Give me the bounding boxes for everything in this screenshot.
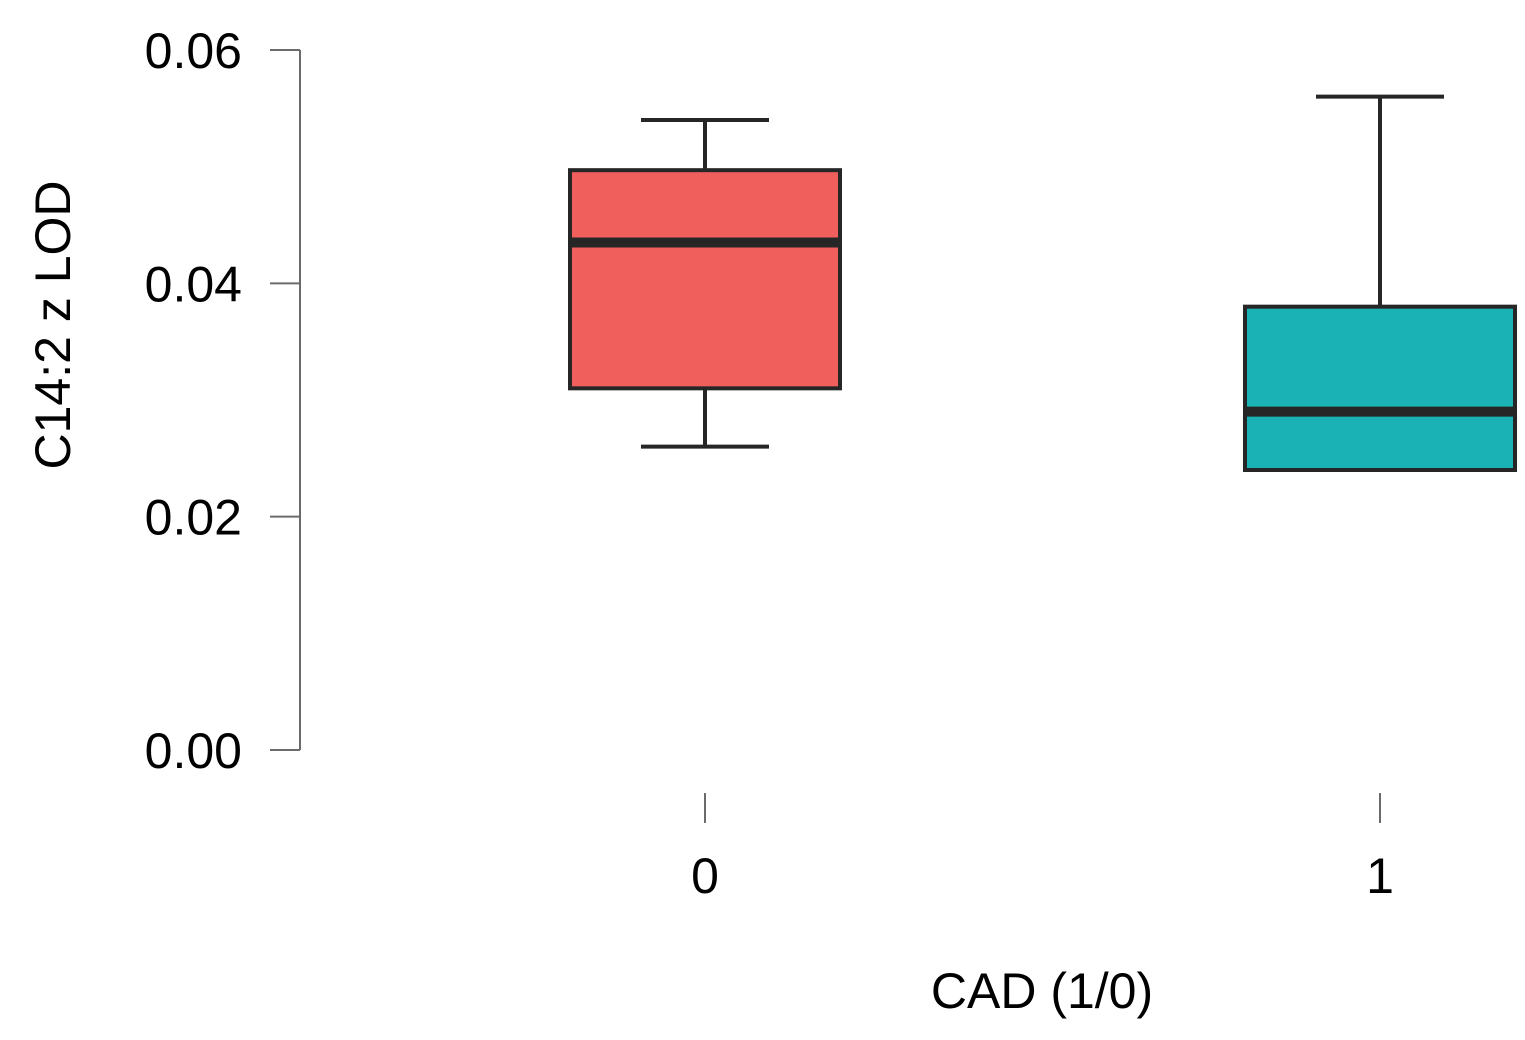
y-axis-title: C14:2 z LOD <box>25 180 81 469</box>
y-tick-label: 0.06 <box>145 23 242 79</box>
box-group-1 <box>1243 94 1517 472</box>
box-iqr <box>1243 304 1517 472</box>
y-tick-label: 0.00 <box>145 723 242 779</box>
y-tick-label: 0.04 <box>145 256 242 312</box>
y-axis: 0.00 0.02 0.04 0.06 <box>145 23 301 779</box>
box-group-0 <box>568 118 842 449</box>
x-tick-label: 0 <box>691 848 719 904</box>
box-iqr <box>568 168 842 391</box>
y-tick-label: 0.02 <box>145 490 242 546</box>
boxes <box>568 94 1517 472</box>
x-axis-title: CAD (1/0) <box>931 963 1153 1019</box>
x-tick-label: 1 <box>1366 848 1394 904</box>
